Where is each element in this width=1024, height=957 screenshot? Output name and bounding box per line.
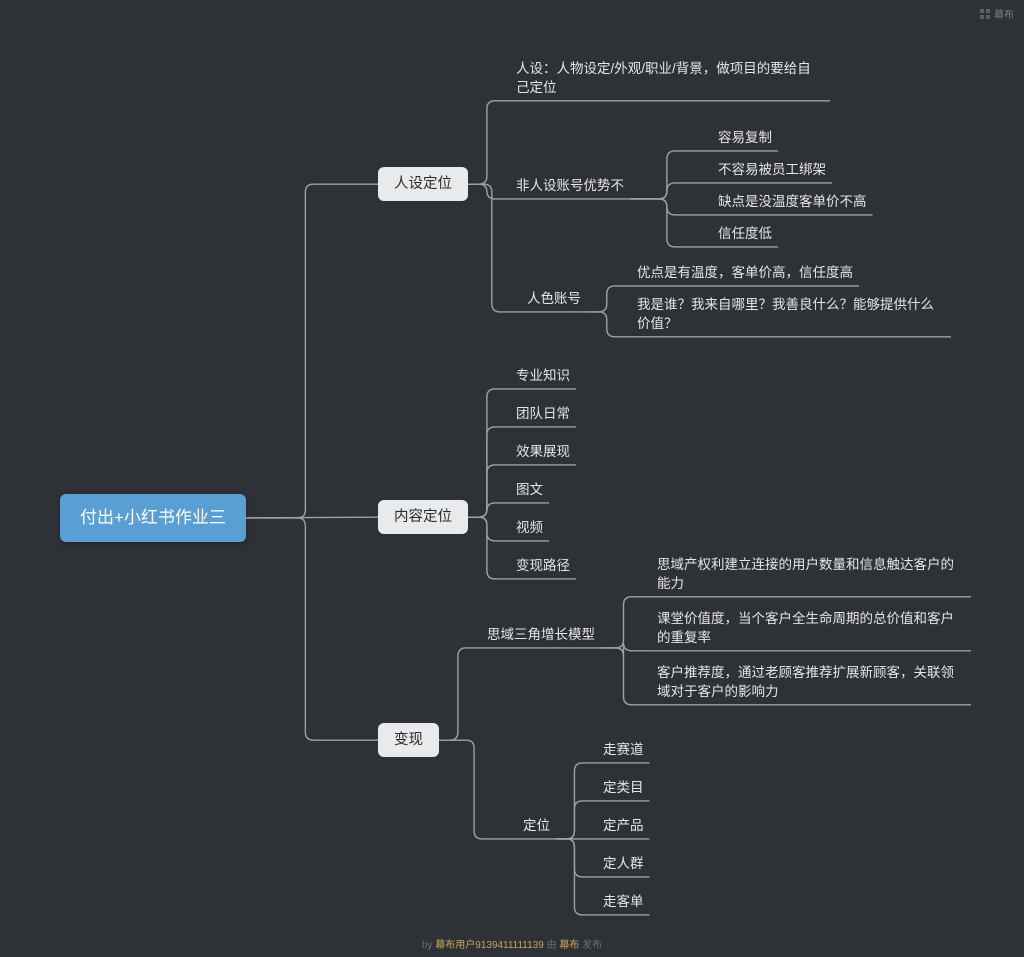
leaf-np-1: 容易复制 bbox=[712, 126, 778, 151]
leaf-gm-3: 客户推荐度，通过老顾客推荐扩展新顾客，关联领域对于客户的影响力 bbox=[651, 661, 971, 705]
footer-mid: 由 bbox=[544, 940, 560, 951]
branch-content[interactable]: 内容定位 bbox=[378, 500, 468, 534]
branch-monetize[interactable]: 变现 bbox=[378, 723, 439, 757]
watermark-label: 幕布 bbox=[994, 6, 1014, 21]
leaf-gm-2: 课堂价值度，当个客户全生命周期的总价值和客户的重复率 bbox=[651, 607, 971, 651]
sub-growth-model: 思域三角增长模型 bbox=[481, 623, 601, 648]
sub-non-persona: 非人设账号优势不 bbox=[510, 174, 630, 199]
leaf-ct-6: 变现路径 bbox=[510, 554, 576, 579]
leaf-ct-5: 视频 bbox=[510, 516, 549, 541]
logo-icon bbox=[980, 9, 990, 19]
leaf-gm-1: 思域产权利建立连接的用户数量和信息触达客户的能力 bbox=[651, 553, 971, 597]
leaf-pos-4: 定人群 bbox=[597, 852, 650, 877]
footer-user: 幕布用户9139411111139 bbox=[435, 940, 544, 951]
sub-persona-account: 人色账号 bbox=[521, 287, 587, 312]
footer: by 幕布用户9139411111139 由 幕布 发布 bbox=[0, 936, 1024, 951]
leaf-ct-2: 团队日常 bbox=[510, 402, 576, 427]
leaf-pa-2: 我是谁？我来自哪里？我善良什么？能够提供什么价值？ bbox=[631, 293, 951, 337]
leaf-pos-2: 定类目 bbox=[597, 776, 650, 801]
leaf-ct-4: 图文 bbox=[510, 478, 549, 503]
footer-suffix: 发布 bbox=[579, 940, 602, 951]
mindmap-canvas: 付出+小红书作业三 人设定位 人设：人物设定/外观/职业/背景，做项目的要给自己… bbox=[0, 0, 1024, 957]
leaf-np-4: 信任度低 bbox=[712, 222, 778, 247]
leaf-pos-3: 定产品 bbox=[597, 814, 650, 839]
branch-persona[interactable]: 人设定位 bbox=[378, 167, 468, 201]
sub-positioning: 定位 bbox=[517, 814, 556, 839]
leaf-np-2: 不容易被员工绑架 bbox=[712, 158, 832, 183]
leaf-ct-1: 专业知识 bbox=[510, 364, 576, 389]
leaf-pos-5: 走客单 bbox=[597, 890, 650, 915]
leaf-persona-desc: 人设：人物设定/外观/职业/背景，做项目的要给自己定位 bbox=[510, 57, 830, 101]
watermark: 幕布 bbox=[980, 6, 1014, 21]
leaf-pos-1: 走赛道 bbox=[597, 738, 650, 763]
leaf-pa-1: 优点是有温度，客单价高，信任度高 bbox=[631, 261, 859, 286]
leaf-np-3: 缺点是没温度客单价不高 bbox=[712, 190, 873, 215]
leaf-ct-3: 效果展现 bbox=[510, 440, 576, 465]
footer-prefix: by bbox=[422, 940, 435, 951]
footer-brand: 幕布 bbox=[559, 940, 579, 951]
root-node[interactable]: 付出+小红书作业三 bbox=[60, 494, 246, 542]
